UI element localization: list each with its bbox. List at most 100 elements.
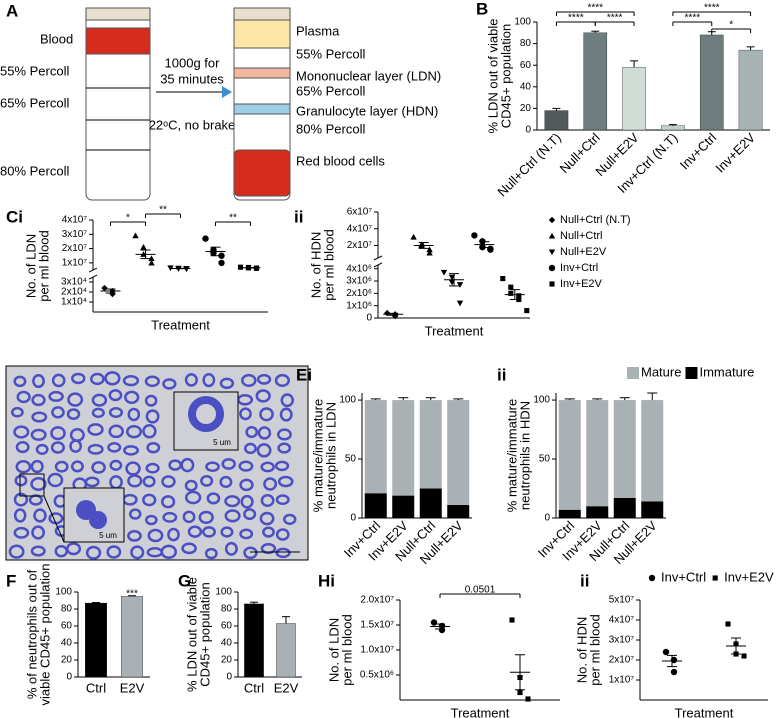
data-point	[202, 235, 209, 242]
y-tick-label: 2x10⁴	[61, 287, 87, 298]
data-point	[525, 696, 531, 702]
cell	[262, 526, 275, 538]
bar-segment	[419, 488, 442, 518]
data-point	[218, 252, 225, 259]
cell	[142, 475, 156, 488]
bar	[121, 596, 143, 678]
data-point	[509, 617, 515, 623]
y-tick-label: 100	[533, 395, 550, 406]
bar-segment	[364, 400, 387, 494]
significance-label: *	[126, 213, 130, 224]
arrow-label: 22ᵒC, no brake	[149, 117, 236, 132]
cell	[50, 426, 66, 441]
legend-label: Null+Ctrl (N.T)	[560, 214, 631, 226]
panel-label: F	[6, 571, 16, 590]
y-axis-label: CD45+ population	[197, 582, 212, 686]
cell	[162, 378, 177, 390]
cell	[167, 527, 180, 542]
bar-segment	[613, 497, 636, 518]
cell	[142, 423, 157, 439]
zoom-box	[19, 473, 45, 497]
x-tick-label: Null+Ctrl (N.T)	[494, 130, 564, 200]
y-tick-label: 4x10⁷	[609, 615, 635, 626]
y-tick-label: 60	[221, 621, 233, 632]
cell	[263, 477, 278, 491]
cell	[259, 407, 274, 422]
legend-swatch	[627, 367, 639, 379]
data-point	[148, 259, 155, 266]
significance-label: ***	[126, 589, 138, 600]
cell	[30, 459, 44, 474]
legend-label: Null+E2V	[560, 246, 607, 258]
panel-label: Ci	[6, 207, 23, 226]
y-tick-label: 0	[66, 672, 72, 683]
bar	[85, 602, 107, 678]
cell	[204, 547, 218, 560]
data-point	[440, 269, 448, 276]
y-tick-label: 0	[366, 313, 372, 324]
panel-label: B	[476, 0, 488, 18]
cell	[127, 407, 141, 422]
cell	[109, 459, 123, 471]
cell	[142, 493, 157, 507]
layer-label: 80% Percoll	[296, 121, 365, 136]
y-tick-label: 1x10⁷	[62, 258, 88, 269]
cell	[147, 528, 164, 543]
layer-label: Red blood cells	[296, 153, 385, 168]
cell	[224, 541, 238, 556]
cell	[13, 492, 29, 507]
cell	[122, 375, 140, 387]
cell	[274, 460, 290, 472]
significance-label: *	[729, 20, 733, 31]
cell	[127, 530, 142, 542]
y-tick-label: 80	[221, 604, 233, 615]
cell	[91, 393, 108, 407]
cell	[206, 492, 221, 505]
significance-label: ****	[704, 3, 720, 14]
x-axis-label: Treatment	[151, 317, 210, 332]
x-tick-label: E2V	[120, 680, 145, 695]
arrow-head	[222, 86, 232, 98]
layer-label: Mononuclear layer (LDN)	[296, 68, 441, 83]
cell	[256, 373, 272, 385]
data-point	[524, 308, 530, 314]
y-axis-label: No. of LDN	[23, 234, 38, 298]
bar	[276, 623, 296, 678]
bar-segment	[641, 501, 664, 518]
cell	[30, 477, 47, 492]
significance-label: ****	[587, 3, 603, 14]
data-point	[237, 264, 244, 270]
cell	[30, 428, 47, 441]
cell	[219, 377, 235, 390]
panel-label: Hi	[318, 571, 335, 590]
y-tick-label: 4x10⁷	[62, 215, 88, 226]
cell	[13, 375, 27, 388]
significance-label: ****	[607, 13, 623, 24]
panel-label: Ei	[296, 365, 312, 384]
cell	[145, 462, 160, 474]
y-axis-label: No. of HDN	[574, 617, 589, 683]
ldn-layer	[233, 67, 291, 79]
micrograph: D 5 um 5 um	[5, 365, 309, 561]
legend-label: Mature	[641, 364, 681, 379]
y-tick-label: 80	[520, 38, 532, 49]
cell	[161, 475, 176, 488]
cell	[202, 372, 216, 388]
y-tick-label: 2x10⁶	[346, 288, 372, 299]
cell	[33, 508, 47, 523]
cell	[146, 441, 161, 454]
cell	[30, 545, 46, 557]
y-tick-label: 1x10⁴	[61, 297, 87, 308]
y-tick-label: 100	[514, 17, 531, 28]
cell	[198, 510, 214, 525]
cell	[13, 425, 30, 439]
cell	[106, 545, 122, 559]
cell	[162, 511, 178, 523]
x-axis-label: Treatment	[675, 705, 734, 718]
cell	[184, 373, 198, 387]
y-tick-label: 1.0x10⁷	[360, 645, 394, 656]
cell	[275, 494, 290, 506]
cell	[260, 494, 275, 508]
bar-segment	[586, 400, 609, 507]
cell	[48, 390, 64, 402]
